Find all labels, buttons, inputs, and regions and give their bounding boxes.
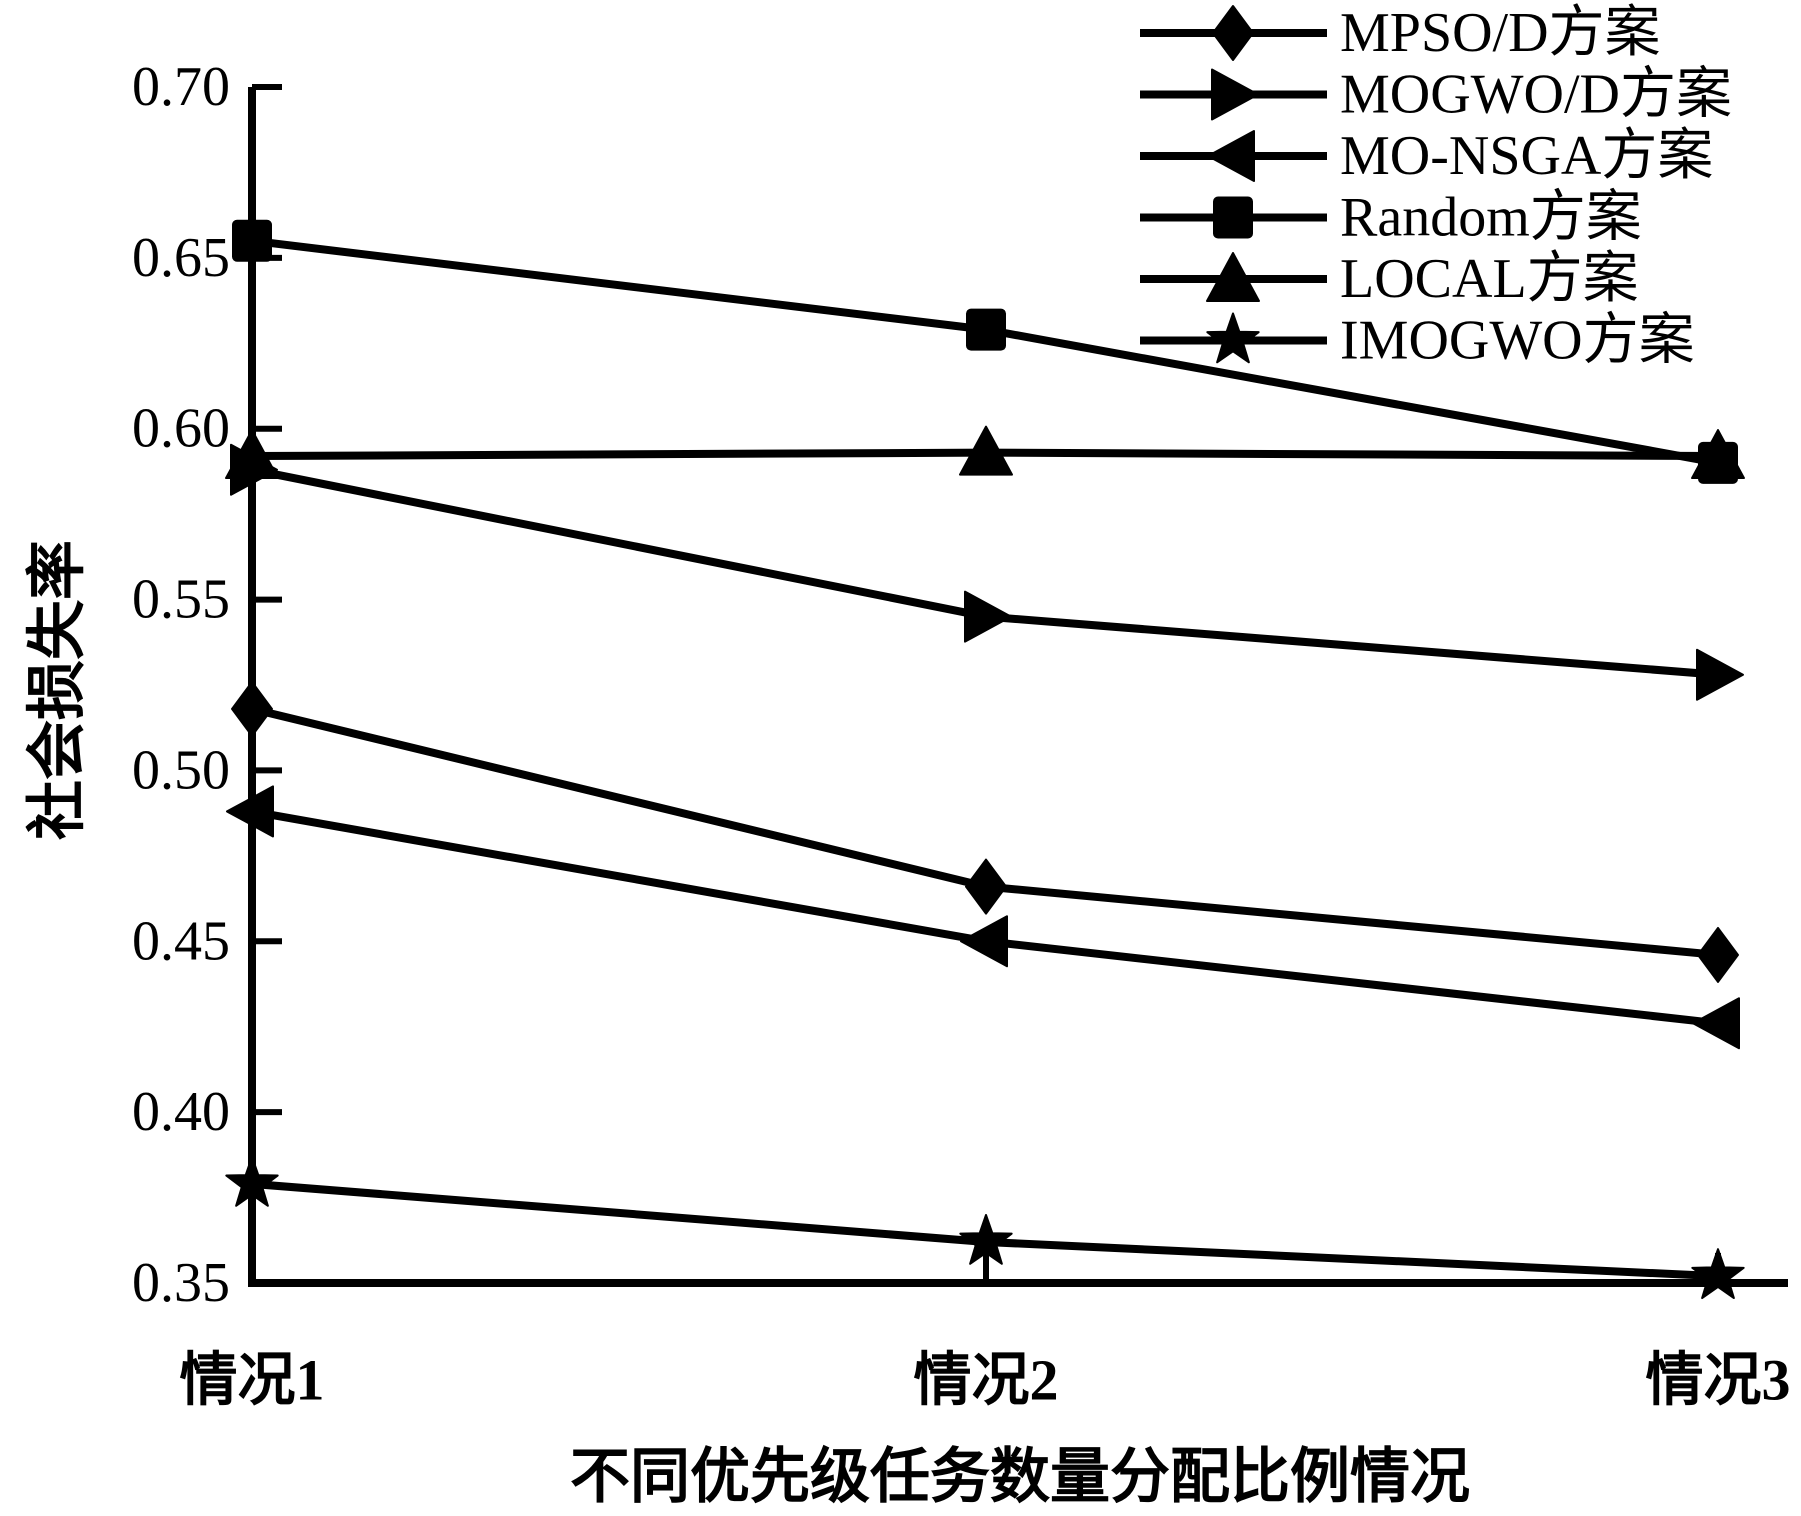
series-marker xyxy=(1691,1248,1745,1300)
series-marker xyxy=(1211,68,1259,121)
series-marker xyxy=(1692,997,1740,1050)
legend-label: MPSO/D方案 xyxy=(1340,2,1661,64)
series-marker xyxy=(225,1155,279,1207)
series-marker xyxy=(1696,648,1744,701)
series-marker xyxy=(226,785,274,838)
series-line xyxy=(251,465,1719,679)
series-marker xyxy=(964,590,1012,643)
x-tick-label: 情况1 xyxy=(179,1348,324,1413)
series-marker xyxy=(1691,429,1745,480)
series-marker xyxy=(225,429,279,480)
legend-label: IMOGWO方案 xyxy=(1340,310,1695,372)
y-tick-label: 0.45 xyxy=(132,910,230,972)
y-axis-title: 社会损失率 xyxy=(24,540,91,840)
series-marker xyxy=(1206,252,1260,302)
series-marker xyxy=(1213,196,1253,239)
y-tick-label: 0.70 xyxy=(132,56,230,118)
y-tick-label: 0.40 xyxy=(132,1081,230,1143)
series-marker xyxy=(232,219,272,262)
series-marker xyxy=(1697,926,1739,983)
series-line xyxy=(251,807,1719,1028)
series-line xyxy=(251,705,1719,959)
series-marker xyxy=(1212,5,1254,61)
series-marker xyxy=(960,915,1008,968)
series-marker xyxy=(1206,312,1260,364)
series-marker xyxy=(966,308,1006,351)
y-tick-label: 0.55 xyxy=(132,569,230,631)
x-axis-title: 不同优先级任务数量分配比例情况 xyxy=(570,1444,1470,1510)
legend-label: Random方案 xyxy=(1340,187,1642,249)
legend-label: MOGWO/D方案 xyxy=(1340,64,1732,126)
legend-label: LOCAL方案 xyxy=(1340,248,1639,310)
series-marker xyxy=(1207,130,1255,182)
legend-label: MO-NSGA方案 xyxy=(1340,125,1713,187)
series-marker xyxy=(965,858,1007,915)
y-tick-label: 0.60 xyxy=(132,398,230,460)
series-marker xyxy=(959,425,1013,476)
x-tick-label: 情况2 xyxy=(913,1348,1058,1413)
y-tick-label: 0.50 xyxy=(132,739,230,801)
y-tick-label: 0.65 xyxy=(132,227,230,289)
y-tick-label: 0.35 xyxy=(132,1252,230,1314)
x-tick-label: 情况3 xyxy=(1645,1348,1790,1413)
series-marker xyxy=(231,680,273,737)
series-marker xyxy=(959,1213,1013,1265)
